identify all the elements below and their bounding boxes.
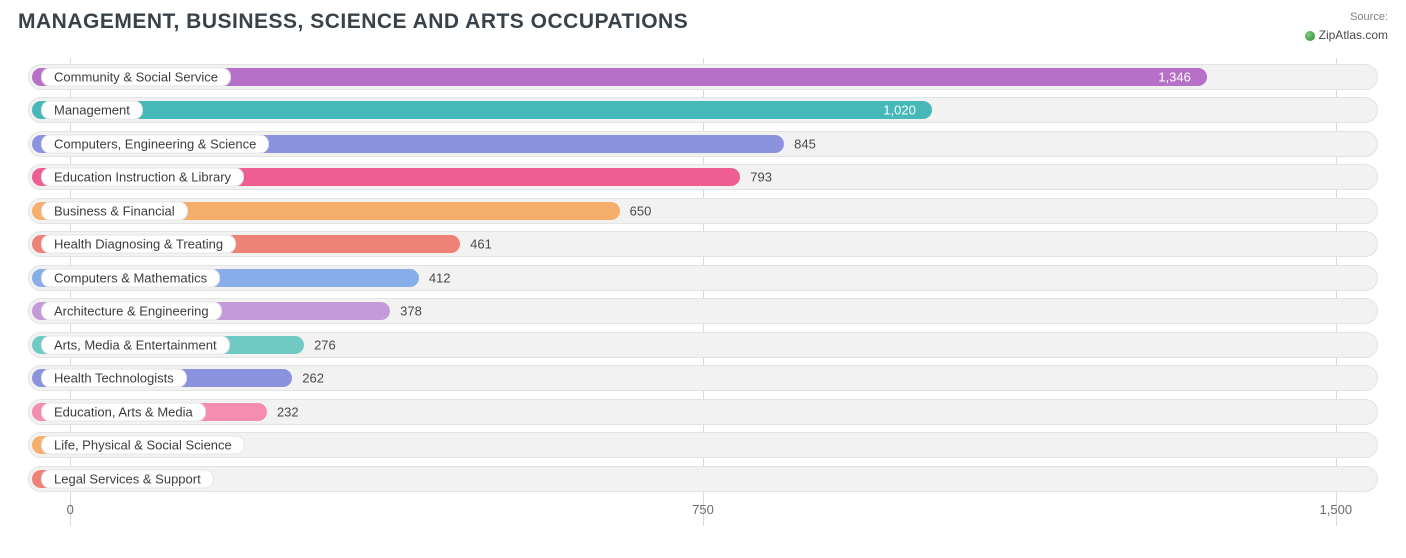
bar-label: Computers & Mathematics: [41, 268, 220, 287]
bar-track: Computers & Mathematics 412: [28, 265, 1378, 291]
bar-row: Legal Services & Support45: [28, 462, 1378, 496]
bar-label: Life, Physical & Social Science: [41, 436, 245, 455]
bars-container: Community & Social Service 1,346 Managemen…: [28, 58, 1378, 496]
bar-track: Architecture & Engineering 378: [28, 298, 1378, 324]
bar-track: Arts, Media & Entertainment 276: [28, 332, 1378, 358]
bar-row: Computers, Engineering & Science 845: [28, 127, 1378, 161]
bar-value: 461: [470, 237, 492, 252]
bar-row: Business & Financial 650: [28, 194, 1378, 228]
bar-value: 232: [277, 404, 299, 419]
bar-row: Community & Social Service 1,346: [28, 60, 1378, 94]
chart-title: MANAGEMENT, BUSINESS, SCIENCE AND ARTS O…: [18, 10, 688, 34]
bar-track: Legal Services & Support45: [28, 466, 1378, 492]
axis-tick: 750: [692, 502, 714, 517]
source-label: Source:: [1305, 10, 1388, 25]
chart-header: MANAGEMENT, BUSINESS, SCIENCE AND ARTS O…: [18, 10, 1388, 44]
bar-row: Architecture & Engineering 378: [28, 295, 1378, 329]
bar-row: Computers & Mathematics 412: [28, 261, 1378, 295]
bar-row: Education Instruction & Library 793: [28, 161, 1378, 195]
bar-value: 845: [794, 136, 816, 151]
bar-track: Health Technologists 262: [28, 365, 1378, 391]
source-attribution: Source: ZipAtlas.com: [1305, 10, 1388, 44]
bar-row: Arts, Media & Entertainment 276: [28, 328, 1378, 362]
bar-track: Education Instruction & Library 793: [28, 164, 1378, 190]
bar-row: Health Diagnosing & Treating 461: [28, 228, 1378, 262]
bar-value: 1,346: [1158, 69, 1191, 84]
bar-track: Business & Financial 650: [28, 198, 1378, 224]
bar-row: Health Technologists 262: [28, 362, 1378, 396]
x-axis: 0 750 1,500: [28, 500, 1378, 522]
bar-label: Architecture & Engineering: [41, 302, 222, 321]
bar-label: Education Instruction & Library: [41, 168, 244, 187]
bar-label: Legal Services & Support: [41, 469, 214, 488]
bar-label: Community & Social Service: [41, 67, 231, 86]
bar-track: Community & Social Service 1,346: [28, 64, 1378, 90]
bar-value: 276: [314, 337, 336, 352]
bar-value: 262: [302, 371, 324, 386]
globe-icon: [1305, 31, 1315, 41]
bar-label: Business & Financial: [41, 201, 188, 220]
bar-track: Management 1,020: [28, 97, 1378, 123]
bar-label: Management: [41, 101, 143, 120]
axis-tick: 1,500: [1320, 502, 1353, 517]
bar-label: Computers, Engineering & Science: [41, 134, 269, 153]
bar-value: 650: [630, 203, 652, 218]
bar-row: Management 1,020: [28, 94, 1378, 128]
bar-track: Health Diagnosing & Treating 461: [28, 231, 1378, 257]
bar-label: Arts, Media & Entertainment: [41, 335, 230, 354]
bar-value: 1,020: [883, 103, 916, 118]
bar-label: Health Diagnosing & Treating: [41, 235, 236, 254]
bar-value: 412: [429, 270, 451, 285]
bar-label: Education, Arts & Media: [41, 402, 206, 421]
bar-row: Education, Arts & Media 232: [28, 395, 1378, 429]
bar-fill: [32, 101, 932, 119]
bar-track: Computers, Engineering & Science 845: [28, 131, 1378, 157]
bar-track: Education, Arts & Media 232: [28, 399, 1378, 425]
bar-row: Life, Physical & Social Science55: [28, 429, 1378, 463]
bar-value: 793: [750, 170, 772, 185]
bar-label: Health Technologists: [41, 369, 187, 388]
source-brand-text: ZipAtlas.com: [1319, 27, 1388, 44]
source-brand: ZipAtlas.com: [1305, 27, 1388, 44]
bar-value: 378: [400, 304, 422, 319]
bar-track: Life, Physical & Social Science55: [28, 432, 1378, 458]
chart-area: Community & Social Service 1,346 Managemen…: [28, 58, 1378, 548]
axis-tick: 0: [67, 502, 74, 517]
